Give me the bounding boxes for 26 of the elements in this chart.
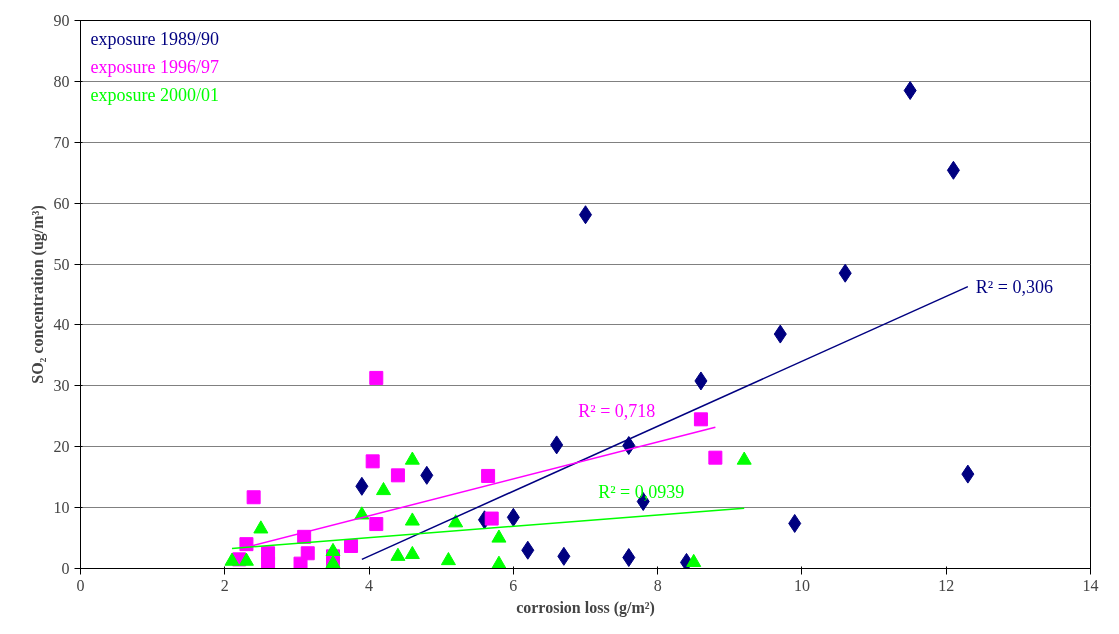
y-tick-label: 10 [53,499,70,517]
text: exposure 1989/90 [90,28,219,49]
y-tick-label: 60 [53,194,70,212]
annotation: R² = 0,0939 [598,482,685,503]
x-tick-label: 0 [76,576,85,594]
text: exposure 2000/01 [90,84,219,105]
annotation: R² = 0,306 [975,276,1053,297]
y-axis-title: SO₂ concentration (ug/m³) [28,205,47,384]
x-tick-label: 6 [509,576,518,594]
x-tick-label: 8 [653,576,662,594]
y-tick-label: 40 [53,316,70,334]
y-tick-label: 0 [61,560,70,577]
x-tick-label: 2 [220,576,229,594]
x-tick-label: 10 [793,576,810,594]
x-tick-label: 12 [938,576,955,594]
y-tick-label: 90 [53,12,70,29]
x-tick-label: 4 [365,576,374,594]
annotation: R² = 0,718 [578,401,656,422]
y-tick-label: 50 [53,255,70,273]
y-tick-label: 20 [53,438,70,456]
text: exposure 1996/97 [90,56,219,77]
y-tick-label: 70 [53,133,70,151]
y-tick-label: 80 [53,72,70,90]
x-tick-label: 14 [1082,576,1099,594]
y-tick-label: 30 [53,377,70,395]
x-axis-title: corrosion loss (g/m²) [516,598,655,617]
